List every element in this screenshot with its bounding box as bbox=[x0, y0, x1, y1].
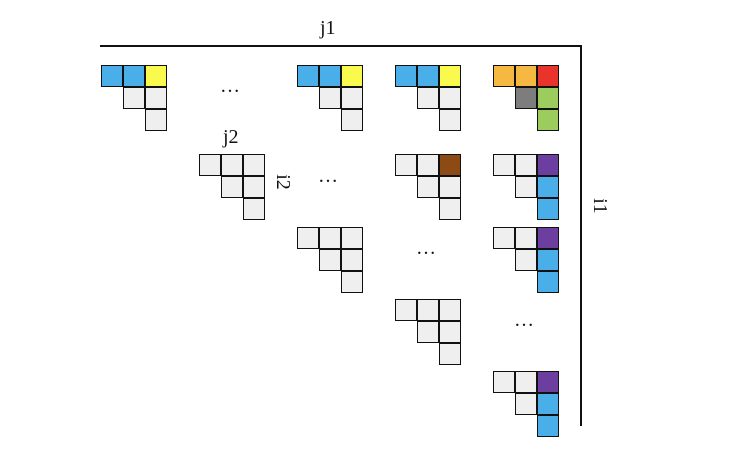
matrix-cell bbox=[395, 65, 417, 87]
matrix-cell bbox=[493, 227, 515, 249]
j1-label: j1 bbox=[320, 17, 336, 39]
matrix-cell bbox=[537, 176, 559, 198]
matrix-cell bbox=[297, 65, 319, 87]
matrix-cell bbox=[417, 65, 439, 87]
matrix-cell bbox=[537, 393, 559, 415]
matrix-cell bbox=[417, 154, 439, 176]
matrix-cell bbox=[199, 154, 221, 176]
matrix-cell bbox=[145, 109, 167, 131]
matrix-cell bbox=[537, 87, 559, 109]
matrix-cell bbox=[515, 371, 537, 393]
matrix-cell bbox=[537, 198, 559, 220]
matrix-cell bbox=[341, 249, 363, 271]
matrix-cell bbox=[417, 176, 439, 198]
right-border-line bbox=[580, 45, 582, 426]
matrix-cell bbox=[515, 65, 537, 87]
matrix-cell bbox=[439, 176, 461, 198]
ellipsis-r3: … bbox=[514, 309, 534, 331]
matrix-cell bbox=[319, 249, 341, 271]
matrix-cell bbox=[123, 87, 145, 109]
matrix-cell bbox=[439, 87, 461, 109]
matrix-cell bbox=[243, 176, 265, 198]
matrix-cell bbox=[537, 109, 559, 131]
matrix-cell bbox=[515, 87, 537, 109]
j2-label: j2 bbox=[223, 126, 239, 148]
matrix-cell bbox=[537, 227, 559, 249]
ellipsis-r0: … bbox=[220, 75, 240, 97]
matrix-cell bbox=[439, 154, 461, 176]
matrix-cell bbox=[341, 109, 363, 131]
matrix-cell bbox=[537, 249, 559, 271]
matrix-cell bbox=[145, 87, 167, 109]
matrix-cell bbox=[493, 154, 515, 176]
i1-label: i1 bbox=[588, 198, 611, 214]
matrix-cell bbox=[319, 65, 341, 87]
matrix-cell bbox=[319, 87, 341, 109]
matrix-cell bbox=[221, 176, 243, 198]
matrix-cell bbox=[341, 65, 363, 87]
matrix-cell bbox=[515, 227, 537, 249]
matrix-cell bbox=[439, 321, 461, 343]
matrix-cell bbox=[537, 415, 559, 437]
matrix-cell bbox=[417, 299, 439, 321]
matrix-cell bbox=[537, 154, 559, 176]
matrix-cell bbox=[243, 154, 265, 176]
matrix-cell bbox=[145, 65, 167, 87]
matrix-cell bbox=[515, 154, 537, 176]
matrix-cell bbox=[439, 109, 461, 131]
matrix-cell bbox=[439, 65, 461, 87]
matrix-cell bbox=[515, 393, 537, 415]
matrix-cell bbox=[439, 299, 461, 321]
matrix-cell bbox=[537, 371, 559, 393]
matrix-cell bbox=[395, 299, 417, 321]
matrix-cell bbox=[101, 65, 123, 87]
matrix-cell bbox=[515, 176, 537, 198]
matrix-cell bbox=[439, 198, 461, 220]
matrix-cell bbox=[221, 154, 243, 176]
matrix-cell bbox=[537, 65, 559, 87]
matrix-cell bbox=[123, 65, 145, 87]
matrix-cell bbox=[537, 271, 559, 293]
matrix-cell bbox=[341, 87, 363, 109]
i2-label: i2 bbox=[271, 174, 294, 190]
matrix-cell bbox=[493, 65, 515, 87]
top-border-line bbox=[100, 45, 582, 47]
matrix-cell bbox=[395, 154, 417, 176]
matrix-cell bbox=[243, 198, 265, 220]
matrix-cell bbox=[439, 343, 461, 365]
matrix-cell bbox=[515, 249, 537, 271]
matrix-cell bbox=[417, 87, 439, 109]
matrix-cell bbox=[341, 271, 363, 293]
ellipsis-r1: … bbox=[318, 165, 338, 187]
matrix-cell bbox=[417, 321, 439, 343]
matrix-cell bbox=[341, 227, 363, 249]
ellipsis-r2: … bbox=[416, 237, 436, 259]
matrix-cell bbox=[493, 371, 515, 393]
matrix-cell bbox=[319, 227, 341, 249]
matrix-cell bbox=[297, 227, 319, 249]
